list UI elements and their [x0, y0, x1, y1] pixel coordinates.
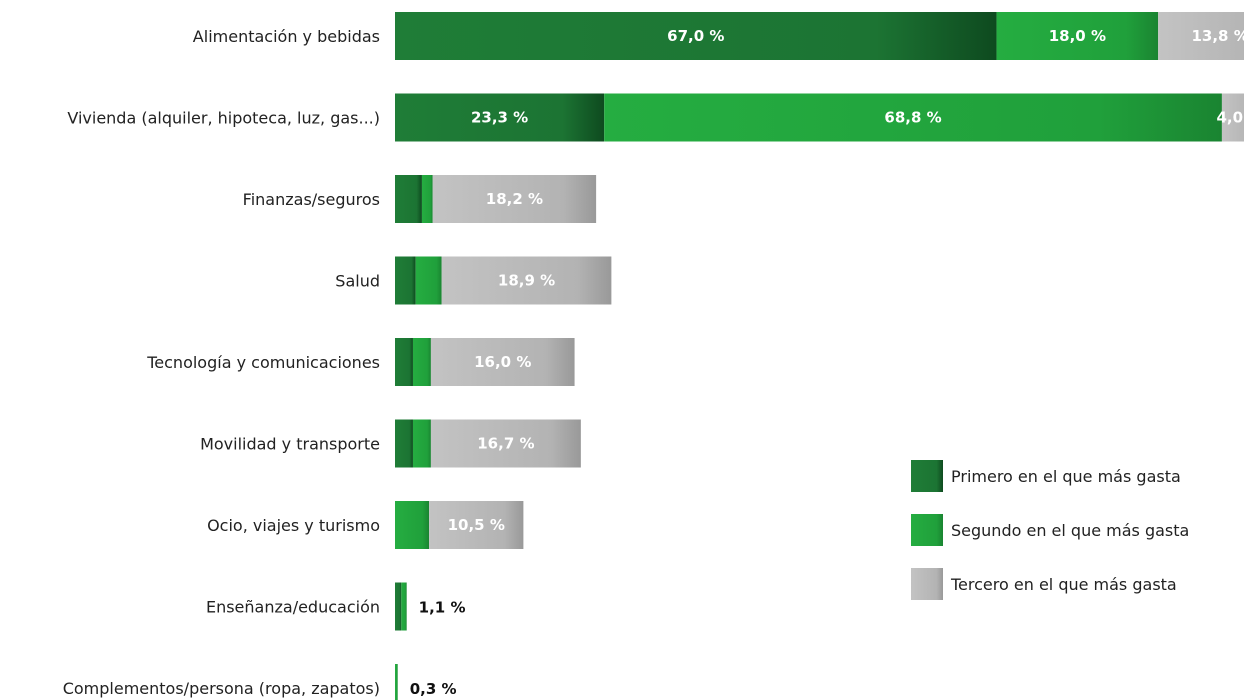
category-label: Finanzas/seguros [243, 190, 380, 209]
bar-segment-series-2 [996, 12, 1159, 60]
bar-segment-series-2 [401, 582, 407, 631]
bar-segment-series-2 [421, 175, 433, 223]
bar-segment-series-2 [415, 256, 442, 305]
category-label: Alimentación y bebidas [193, 27, 380, 46]
bar-segment-series-2 [395, 501, 430, 549]
category-label: Movilidad y transporte [200, 435, 380, 454]
bar-segment-series-3 [1221, 93, 1244, 142]
category-label: Enseñanza/educación [206, 598, 380, 617]
data-label: 16,0 % [474, 353, 531, 371]
data-label: 1,1 % [419, 599, 466, 617]
bar-segment-series-1 [395, 582, 402, 631]
data-label: 18,0 % [1049, 27, 1106, 45]
legend-label: Primero en el que más gasta [951, 467, 1181, 486]
bar-segment-series-2 [412, 338, 431, 386]
bar-segment-series-1 [395, 338, 413, 386]
category-label: Vivienda (alquiler, hipoteca, luz, gas..… [67, 109, 380, 128]
data-label: 0,3 % [410, 680, 457, 698]
data-label: 18,2 % [486, 190, 543, 208]
bar-segment-series-3 [432, 175, 597, 223]
category-label: Complementos/persona (ropa, zapatos) [63, 679, 380, 698]
bar-segment-series-2 [604, 93, 1222, 142]
bar-segment-series-3 [429, 501, 524, 549]
legend: Primero en el que más gasta Segundo en el… [911, 460, 1189, 600]
bar-segment-series-3 [430, 419, 581, 468]
bar-segment-series-1 [395, 12, 997, 60]
bar-segment-series-3 [1158, 12, 1244, 60]
bar-segment-series-3 [441, 256, 612, 305]
category-labels: Alimentación y bebidas Vivienda (alquiler… [63, 27, 380, 698]
bar-segment-series-3 [430, 338, 575, 386]
legend-swatch [911, 460, 943, 492]
bars: 67,0 % 18,0 % 13,8 % 23,3 % 68,8 % 4,0 % 18,2 … [395, 12, 1244, 700]
data-label: 18,9 % [498, 272, 555, 290]
legend-swatch [911, 514, 943, 546]
data-label: 13,8 % [1191, 27, 1244, 45]
bar-segment-series-1 [395, 93, 605, 142]
category-label: Tecnología y comunicaciones [146, 353, 380, 372]
bar-segment-series-2 [412, 419, 431, 468]
data-label: 16,7 % [477, 435, 534, 453]
bar-segment-series-2 [395, 664, 398, 700]
legend-swatch [911, 568, 943, 600]
data-label: 68,8 % [884, 109, 941, 127]
category-label: Salud [335, 272, 380, 291]
category-label: Ocio, viajes y turismo [207, 516, 380, 535]
data-label: 4,0 % [1216, 109, 1244, 127]
legend-label: Tercero en el que más gasta [950, 575, 1177, 594]
bar-segment-series-1 [395, 175, 422, 223]
data-label: 10,5 % [448, 516, 505, 534]
data-label: 67,0 % [667, 27, 724, 45]
legend-label: Segundo en el que más gasta [951, 521, 1189, 540]
data-label: 23,3 % [471, 109, 528, 127]
bar-segment-series-1 [395, 256, 416, 305]
bar-segment-series-1 [395, 419, 413, 468]
